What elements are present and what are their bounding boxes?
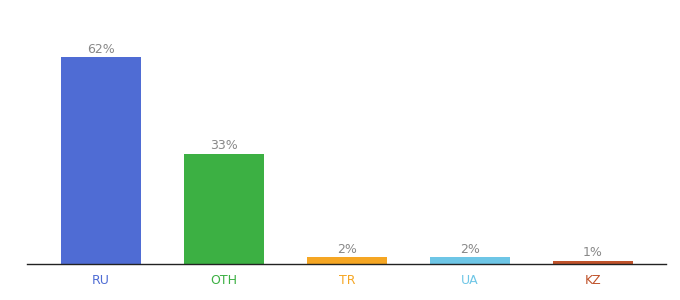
Text: 62%: 62% — [87, 43, 115, 56]
Bar — [61, 57, 141, 264]
Text: 1%: 1% — [583, 246, 602, 259]
Text: 33%: 33% — [210, 139, 238, 152]
Text: 2%: 2% — [460, 243, 479, 256]
Bar — [553, 261, 632, 264]
Bar — [307, 257, 387, 264]
Text: 2%: 2% — [337, 243, 357, 256]
Bar — [430, 257, 510, 264]
Bar — [184, 154, 264, 264]
